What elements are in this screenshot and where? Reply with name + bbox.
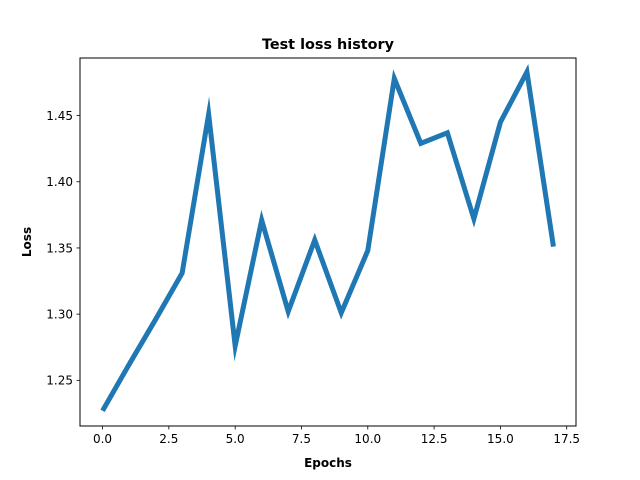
plot-frame bbox=[79, 57, 577, 427]
x-tick-label: 7.5 bbox=[292, 432, 311, 446]
y-tick-label: 1.25 bbox=[46, 374, 73, 388]
x-tick-label: 10.0 bbox=[354, 432, 381, 446]
x-axis-label: Epochs bbox=[304, 456, 352, 470]
x-tick-label: 2.5 bbox=[159, 432, 178, 446]
x-tick-label: 12.5 bbox=[421, 432, 448, 446]
y-tick-label: 1.45 bbox=[46, 109, 73, 123]
y-tick-label: 1.35 bbox=[46, 241, 73, 255]
x-tick-label: 0.0 bbox=[93, 432, 112, 446]
y-tick-label: 1.40 bbox=[46, 175, 73, 189]
y-axis-label: Loss bbox=[20, 227, 34, 257]
x-tick-label: 15.0 bbox=[487, 432, 514, 446]
x-tick-label: 5.0 bbox=[226, 432, 245, 446]
x-tick-label: 17.5 bbox=[553, 432, 580, 446]
loss-series-line bbox=[100, 64, 556, 413]
y-tick-label: 1.30 bbox=[46, 307, 73, 321]
chart-title: Test loss history bbox=[262, 37, 395, 53]
